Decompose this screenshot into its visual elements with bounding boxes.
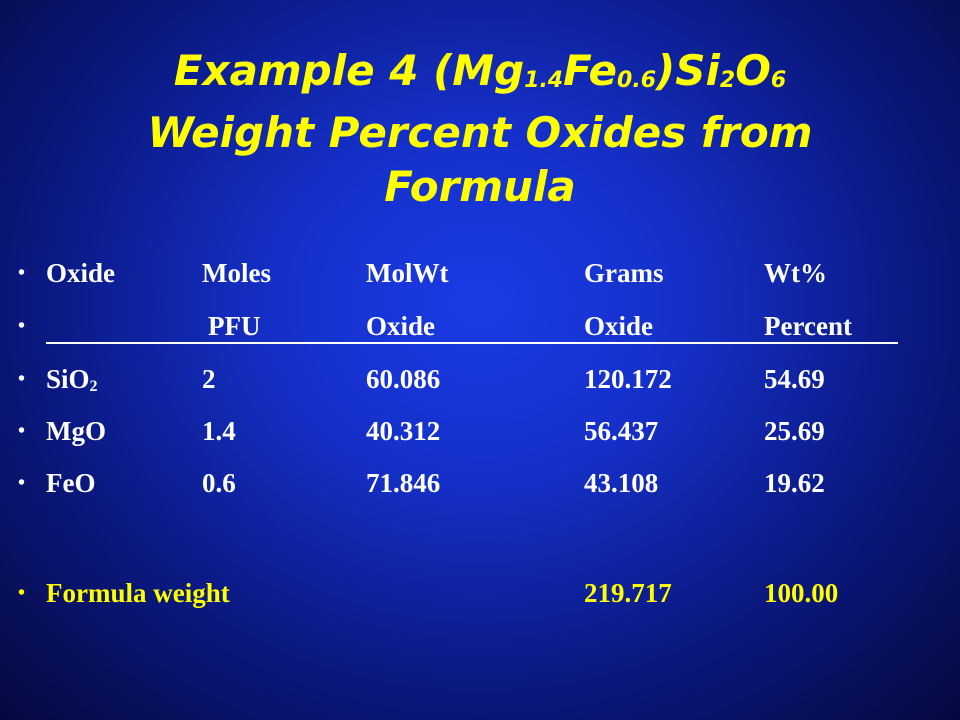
- moles-cell: 0.6: [202, 468, 236, 498]
- title-line-2: Weight Percent Oxides from: [147, 108, 813, 157]
- header-oxide-grams: Oxide: [584, 311, 654, 341]
- title-subscript-mg: 1.4: [524, 68, 564, 93]
- slide-title: Example 4 (Mg1.4Fe0.6)Si2O6 Weight Perce…: [30, 44, 930, 214]
- total-label: Formula weight: [46, 578, 230, 608]
- grams-cell: 120.172: [584, 364, 672, 394]
- title-line-1: Example 4 (Mg1.4Fe0.6)Si2O6: [30, 44, 930, 106]
- header-wt: Wt%: [764, 258, 827, 288]
- molwt-cell: 60.086: [366, 364, 441, 394]
- oxide-name: MgO: [46, 416, 106, 446]
- title-subscript-fe: 0.6: [617, 68, 657, 93]
- grams-cell: 56.437: [584, 416, 659, 446]
- moles-cell: 1.4: [202, 416, 236, 446]
- molwt-cell: 71.846: [366, 468, 441, 498]
- total-wt: 100.00: [764, 578, 839, 608]
- oxide-cell: MgO: [46, 414, 106, 448]
- header-grams: Grams: [584, 258, 664, 288]
- header-underline: [46, 342, 898, 344]
- header-pfu: PFU: [208, 311, 261, 341]
- oxide-cell: SiO2: [46, 362, 98, 401]
- moles-cell: 2: [202, 364, 216, 394]
- header-oxide-molwt: Oxide: [366, 311, 436, 341]
- molwt-cell: 40.312: [366, 416, 441, 446]
- title-text-mg: Example 4 (Mg: [173, 46, 525, 95]
- title-text-si: )Si: [656, 46, 720, 95]
- wt-cell: 25.69: [764, 416, 825, 446]
- header-oxide: Oxide: [46, 258, 116, 288]
- oxide-name: FeO: [46, 468, 96, 498]
- bullet-icon: •: [18, 315, 26, 337]
- bullet-icon: •: [18, 262, 26, 284]
- title-line-3: Formula: [384, 162, 576, 211]
- header-percent: Percent: [764, 311, 852, 341]
- bullet-icon: •: [18, 472, 26, 494]
- title-subscript-o: 6: [770, 68, 787, 93]
- header-molwt: MolWt: [366, 258, 449, 288]
- oxide-cell: FeO: [46, 466, 95, 500]
- header-moles: Moles: [202, 258, 271, 288]
- title-text-o: O: [735, 46, 771, 95]
- bullet-icon: •: [18, 582, 26, 604]
- grams-cell: 43.108: [584, 468, 659, 498]
- title-text-fe: Fe: [563, 46, 618, 95]
- oxide-name: SiO: [46, 364, 90, 394]
- title-subscript-si: 2: [719, 68, 736, 93]
- wt-cell: 19.62: [764, 468, 825, 498]
- total-grams: 219.717: [584, 578, 672, 608]
- oxide-subscript: 2: [89, 378, 98, 395]
- bullet-icon: •: [18, 368, 26, 390]
- wt-cell: 54.69: [764, 364, 825, 394]
- bullet-icon: •: [18, 420, 26, 442]
